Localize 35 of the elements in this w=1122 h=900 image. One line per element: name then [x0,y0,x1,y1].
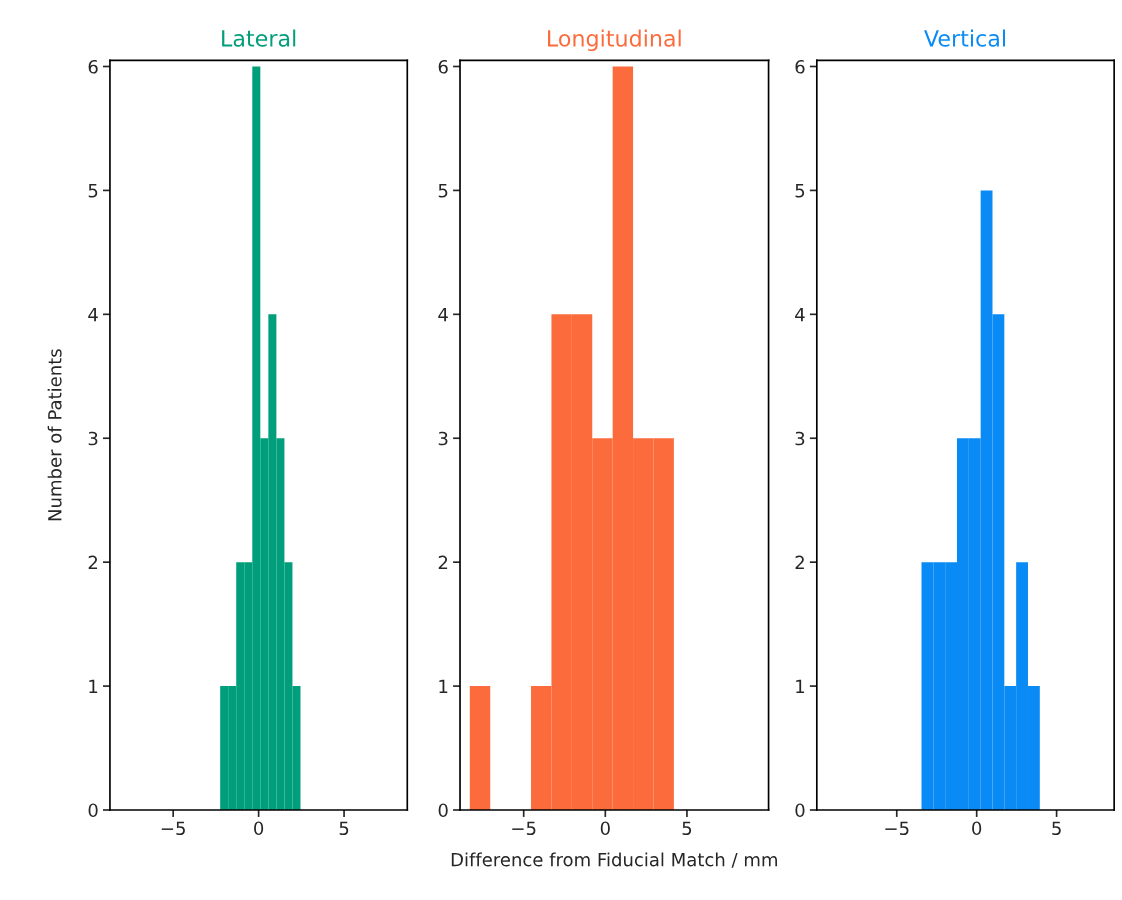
chart-title: Longitudinal [548,29,681,52]
x-tick-label: 0 [972,821,982,836]
x-tick-label: 0 [600,821,610,836]
y-tick-label: 2 [795,555,804,570]
y-tick-label: 0 [88,803,98,818]
y-tick-label: 1 [439,679,448,693]
chart-title: Lateral [222,29,296,47]
y-tick-label: 6 [88,59,98,74]
x-tick-label: −5 [512,821,536,836]
y-tick-label: 4 [88,308,98,322]
x-tick-label: 0 [254,821,264,836]
y-axis-title: Number of Patients [47,349,62,521]
y-tick-label: 0 [438,803,448,818]
y-tick-label: 5 [88,184,98,198]
y-tick-label: 1 [89,679,98,693]
y-tick-label: 3 [88,431,98,446]
y-tick-label: 4 [438,308,448,322]
x-axis-title: Difference from Fiducial Match / mm [451,852,777,868]
y-tick-label: 4 [795,308,805,322]
x-tick-label: −5 [885,821,909,836]
chart-title: Vertical [924,29,1005,47]
y-tick-label: 3 [438,431,448,446]
y-tick-label: 2 [438,555,448,570]
y-tick-label: 1 [796,679,805,693]
y-tick-label: 2 [88,555,98,570]
x-tick-label: 5 [339,821,349,836]
y-tick-label: 3 [795,431,805,446]
x-tick-label: −5 [161,821,185,836]
y-tick-label: 6 [438,59,448,74]
y-tick-label: 6 [795,59,805,74]
x-tick-label: 5 [1052,821,1061,836]
y-tick-label: 5 [438,184,448,198]
y-tick-label: 0 [795,803,805,818]
y-tick-label: 5 [795,184,805,198]
x-tick-label: 5 [682,821,692,836]
